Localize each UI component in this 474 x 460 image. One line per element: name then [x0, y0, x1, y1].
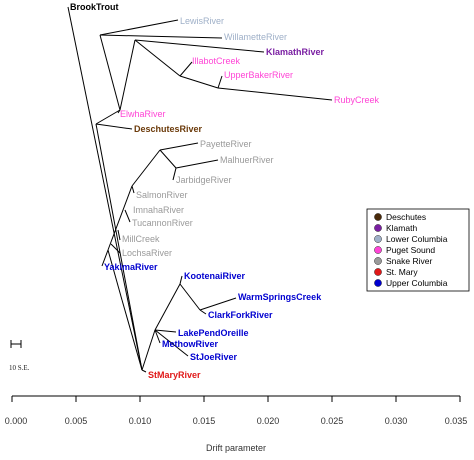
- tip-label: MethowRiver: [162, 339, 219, 349]
- branch-malhuer: [175, 159, 219, 169]
- legend-marker: [374, 213, 382, 221]
- branch-warmsprings: [199, 297, 237, 311]
- tip-label: KlamathRiver: [266, 47, 325, 57]
- tip-label: KootenaiRiver: [184, 271, 246, 281]
- legend-marker: [374, 235, 382, 243]
- legend-label: Deschutes: [386, 212, 426, 222]
- legend-label: Snake River: [386, 256, 432, 266]
- branch-lochsa: [110, 243, 121, 254]
- legend-label: St. Mary: [386, 267, 418, 277]
- x-axis-title: Drift parameter: [206, 443, 266, 453]
- branch-deschutes: [95, 123, 133, 130]
- x-tick-label: 0.015: [193, 416, 216, 426]
- legend-marker: [374, 246, 382, 254]
- legend-marker: [374, 268, 382, 276]
- branch-klamath: [134, 39, 265, 53]
- tip-label: MalhuerRiver: [220, 155, 274, 165]
- tip-label: LochsaRiver: [122, 248, 172, 258]
- x-tick-label: 0.020: [257, 416, 280, 426]
- legend-label: Upper Columbia: [386, 278, 448, 288]
- branch-elwha: [117, 109, 121, 114]
- tip-label: TucannonRiver: [132, 218, 193, 228]
- branch-interior: [107, 249, 123, 301]
- branch-stmary: [141, 369, 147, 373]
- branch-methow: [154, 329, 161, 344]
- tip-label: PayetteRiver: [200, 139, 252, 149]
- branch-brooktrout: [67, 6, 143, 371]
- branch-willamette: [99, 34, 223, 39]
- x-tick-label: 0.030: [385, 416, 408, 426]
- tip-label: StJoeRiver: [190, 352, 238, 362]
- tip-label: LewisRiver: [180, 16, 224, 26]
- branch-kootenai-node: [154, 283, 181, 331]
- tip-label: JarbidgeRiver: [176, 175, 232, 185]
- tip-label: ClarkForkRiver: [208, 310, 273, 320]
- tip-label: BrookTrout: [70, 2, 119, 12]
- tip-label: ImnahaRiver: [133, 205, 184, 215]
- tip-label: LakePendOreille: [178, 328, 249, 338]
- x-tick-label: 0.025: [321, 416, 344, 426]
- tip-label: StMaryRiver: [148, 370, 201, 380]
- branch-kootenai: [179, 275, 183, 285]
- legend-label: Klamath: [386, 223, 417, 233]
- tip-label: MillCreek: [122, 234, 160, 244]
- branch-upcol-node: [141, 329, 156, 371]
- x-tick-label: 0.000: [5, 416, 28, 426]
- branch-puget-node: [134, 39, 181, 77]
- legend-marker: [374, 279, 382, 287]
- branch-root-interior: [121, 299, 143, 371]
- tip-label: DeschutesRiver: [134, 124, 203, 134]
- tip-label: UpperBakerRiver: [224, 70, 293, 80]
- tree-branches: [67, 6, 333, 373]
- branch-illabot: [179, 61, 193, 77]
- tip-labels: BrookTrout LewisRiver WillametteRiver Kl…: [70, 2, 380, 380]
- tip-label: SalmonRiver: [136, 190, 188, 200]
- branch-coastal-node: [95, 109, 121, 125]
- scale-bar: 10 S.E.: [9, 340, 30, 372]
- branch-jarbidge: [172, 167, 177, 181]
- branch-snake-node: [107, 185, 133, 251]
- branch-millcreek: [117, 229, 121, 241]
- branch-yakima: [101, 249, 109, 267]
- branch-backbone: [95, 123, 143, 371]
- legend-label: Lower Columbia: [386, 234, 448, 244]
- branch-snake-upper: [131, 149, 161, 187]
- branch-payette: [159, 142, 199, 151]
- branch-coastal-upper: [99, 34, 121, 111]
- legend-marker: [374, 224, 382, 232]
- tip-label: RubyCreek: [334, 95, 380, 105]
- branch-salmon-imnaha: [131, 185, 135, 194]
- branch-malhuer-node: [159, 149, 177, 169]
- tip-label: YakimaRiver: [104, 262, 158, 272]
- legend-marker: [374, 257, 382, 265]
- tip-label: WillametteRiver: [224, 32, 287, 42]
- x-tick-label: 0.005: [65, 416, 88, 426]
- tip-label: ElwhaRiver: [120, 109, 166, 119]
- legend-box: [366, 208, 470, 292]
- branch-tucannon: [124, 209, 131, 223]
- branch-warmsprings-node: [179, 283, 201, 311]
- branch-ruby: [217, 87, 333, 101]
- branch-stjoe: [154, 329, 189, 357]
- branch-upperbaker: [217, 75, 223, 89]
- legend-label: Puget Sound: [386, 245, 435, 255]
- x-tick-label: 0.010: [129, 416, 152, 426]
- branch-clarkfork: [199, 309, 207, 315]
- x-tick-label: 0.035: [445, 416, 468, 426]
- tip-label: WarmSpringsCreek: [238, 292, 322, 302]
- x-axis-ticks: 0.000 0.005 0.010 0.015 0.020 0.025 0.030 0.035: [5, 396, 468, 426]
- scale-bar-label: 10 S.E.: [9, 364, 30, 372]
- x-axis: 0.000 0.005 0.010 0.015 0.020 0.025 0.030 0.035…: [5, 395, 468, 453]
- branch-lewis: [99, 19, 179, 36]
- branch-klamath-node: [119, 39, 136, 111]
- branch-baker-node: [179, 75, 219, 89]
- tip-label: IllabotCreek: [192, 56, 241, 66]
- branch-lakepend: [154, 329, 177, 333]
